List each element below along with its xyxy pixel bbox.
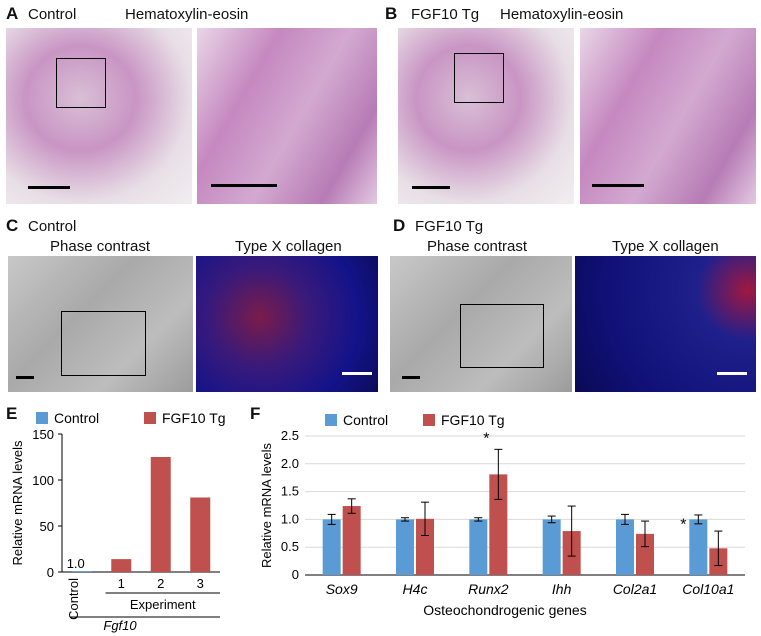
y-tick-label: 1.5 bbox=[281, 484, 299, 499]
panel-b-stain: Hematoxylin-eosin bbox=[500, 6, 624, 23]
y-tick-label: 50 bbox=[40, 519, 54, 534]
scale-bar bbox=[402, 376, 420, 379]
panel-a-label: A bbox=[6, 4, 19, 23]
y-axis-label: Relative mRNA levels bbox=[259, 443, 274, 568]
panel-d-left-title: Phase contrast bbox=[427, 238, 528, 255]
y-tick-label: 0 bbox=[292, 567, 299, 582]
scale-bar bbox=[717, 372, 747, 375]
legend-label-tg: FGF10 Tg bbox=[441, 412, 505, 428]
bar-col2a1-tg bbox=[636, 533, 654, 575]
x-axis-label: Osteochondrogenic genes bbox=[423, 602, 586, 618]
legend-label-control: Control bbox=[343, 412, 388, 428]
panel-b-overview-image bbox=[398, 28, 574, 204]
y-tick-label: 0.5 bbox=[281, 539, 299, 554]
legend-swatch-tg bbox=[423, 414, 435, 426]
x-tick-label: 1 bbox=[118, 576, 125, 591]
panel-b-group: FGF10 Tg bbox=[411, 6, 480, 23]
zoom-region-box bbox=[454, 53, 504, 103]
panel-f-chart: Control FGF10 Tg 0 0.5 1.0 1.5 2.0 2.5 Relative … bbox=[259, 412, 745, 618]
bar-h4c-control bbox=[396, 519, 414, 575]
bar-value-label: 1.0 bbox=[67, 556, 85, 571]
bar-col10a1-control bbox=[689, 519, 708, 575]
y-tick-label: 1.0 bbox=[281, 511, 299, 526]
panel-e-label: E bbox=[6, 404, 18, 423]
legend-swatch-control bbox=[325, 414, 337, 426]
bar-3 bbox=[190, 497, 211, 572]
panel-c-fluorescence-image bbox=[196, 256, 378, 392]
bar-sox9-control bbox=[322, 519, 341, 575]
x-tick-label: Ihh bbox=[552, 581, 572, 597]
bar-runx2-tg bbox=[489, 474, 508, 575]
y-axis-label: Relative mRNA levels bbox=[10, 440, 25, 565]
panel-e-chart: Control FGF10 Tg 0 50 100 150 Relative mRNA le… bbox=[10, 410, 226, 633]
panel-d-phase-image bbox=[390, 256, 572, 392]
significance-marker: * bbox=[483, 430, 489, 447]
gene-label: Fgf10 bbox=[103, 618, 137, 633]
group-label: Experiment bbox=[130, 597, 196, 612]
scale-bar bbox=[412, 186, 450, 189]
scale-bar bbox=[342, 372, 372, 375]
x-tick-label: Col2a1 bbox=[613, 581, 657, 597]
panel-d-right-title: Type X collagen bbox=[612, 238, 719, 255]
bar-sox9-tg bbox=[342, 506, 361, 575]
x-tick-label: H4c bbox=[403, 581, 428, 597]
legend-label-tg: FGF10 Tg bbox=[162, 410, 226, 426]
panel-c-label: C bbox=[6, 216, 19, 235]
bar-runx2-control bbox=[469, 519, 488, 575]
scale-bar bbox=[211, 184, 277, 187]
y-tick-label: 2.5 bbox=[281, 428, 299, 443]
panel-b-zoom-image bbox=[580, 28, 756, 204]
y-tick-label: 150 bbox=[32, 427, 54, 442]
y-tick-label: 0 bbox=[47, 565, 54, 580]
panel-a-zoom-image bbox=[197, 28, 377, 204]
zoom-region-box bbox=[56, 58, 106, 108]
panel-c-phase-image bbox=[8, 256, 193, 392]
legend-label-control: Control bbox=[54, 410, 99, 426]
bar-ihh-control bbox=[542, 519, 561, 575]
panel-f-label: F bbox=[250, 404, 261, 423]
significance-marker: * bbox=[680, 516, 686, 533]
bar-control bbox=[71, 571, 92, 572]
legend-swatch-control bbox=[36, 412, 48, 424]
panel-b-label: B bbox=[385, 4, 398, 23]
panel-d-fluorescence-image bbox=[575, 256, 756, 392]
panel-c-right-title: Type X collagen bbox=[235, 238, 342, 255]
x-tick-label: Col10a1 bbox=[682, 581, 734, 597]
region-box bbox=[460, 304, 544, 368]
region-box bbox=[61, 311, 146, 376]
bar-h4c-tg bbox=[416, 518, 434, 575]
scale-bar bbox=[16, 376, 34, 379]
y-tick-label: 100 bbox=[32, 473, 54, 488]
x-tick-label-control: Control bbox=[66, 578, 81, 620]
bar-1 bbox=[111, 559, 132, 572]
panel-a-group: Control bbox=[28, 6, 77, 23]
x-tick-label: Runx2 bbox=[468, 581, 509, 597]
panel-d-group: FGF10 Tg bbox=[415, 218, 484, 235]
scale-bar bbox=[592, 184, 644, 187]
x-tick-label: 2 bbox=[157, 576, 164, 591]
bar-col2a1-control bbox=[616, 519, 634, 575]
panel-c-left-title: Phase contrast bbox=[50, 238, 151, 255]
legend-swatch-tg bbox=[144, 412, 156, 424]
bar-2 bbox=[150, 457, 171, 572]
x-tick-label: Sox9 bbox=[326, 581, 358, 597]
panel-a-overview-image bbox=[6, 28, 192, 204]
y-tick-label: 2.0 bbox=[281, 456, 299, 471]
scale-bar bbox=[28, 186, 70, 189]
x-tick-label: 3 bbox=[197, 576, 204, 591]
panel-a-stain: Hematoxylin-eosin bbox=[125, 6, 249, 23]
panel-c-group: Control bbox=[28, 218, 77, 235]
panel-d-label: D bbox=[393, 216, 406, 235]
